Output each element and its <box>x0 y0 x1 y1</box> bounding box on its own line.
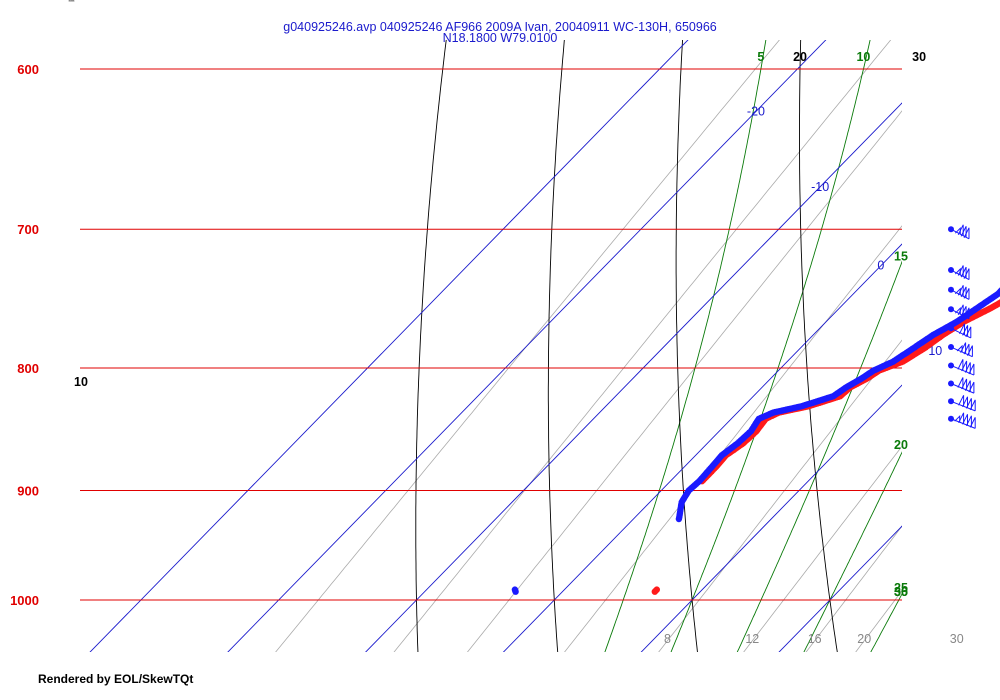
dry-adiabat-line <box>547 40 565 652</box>
mixing-ratio-label: 12 <box>745 632 759 646</box>
mixing-ratio-line <box>466 110 902 652</box>
isotherm-line <box>640 384 902 652</box>
wind-barb-flag <box>954 306 961 315</box>
wind-barb-flag <box>962 414 968 426</box>
wind-barbs <box>948 224 976 429</box>
isotherm-label: -10 <box>811 180 829 194</box>
mixing-ratio-label: 8 <box>664 632 671 646</box>
wind-barb-flag <box>957 359 964 371</box>
axis-labels: 6007008009001000-20-10010203040203040506… <box>10 0 964 646</box>
wind-barb-flag <box>956 344 963 352</box>
mixing-ratio-label: 3 <box>68 0 75 4</box>
mixing-ratio-label: 20 <box>857 632 871 646</box>
moist-adiabat-line <box>803 451 902 652</box>
chart-title: g040925246.avp 040925246 AF966 2009A Iva… <box>283 20 717 34</box>
isobar-label: 600 <box>17 62 39 77</box>
wind-barb <box>948 395 976 412</box>
wind-barb <box>948 377 975 394</box>
wind-barb-flag <box>954 414 961 423</box>
wind-barb <box>948 285 970 300</box>
wind-barb <box>948 359 975 376</box>
moist-adiabat-label: 15 <box>894 249 908 263</box>
wind-barb <box>948 265 970 281</box>
isotherm-line <box>89 40 689 652</box>
temperature-point <box>651 588 658 595</box>
wind-barb-flag <box>966 345 973 357</box>
dry-adiabat-line <box>675 40 698 652</box>
dry-adiabat-label: 20 <box>793 50 807 64</box>
moist-adiabat-label: 25 <box>894 581 908 595</box>
isotherm-line <box>227 40 827 652</box>
render-credit: Rendered by EOL/SkewTQt <box>38 672 194 686</box>
dry-adiabat-lines <box>415 40 838 652</box>
mixing-ratio-line <box>564 225 902 652</box>
wind-barb-flag <box>954 287 961 295</box>
moist-adiabat-label: 35 <box>894 585 908 599</box>
dewpoint-point <box>675 515 683 523</box>
chart-subtitle: N18.1800 W79.0100 <box>443 31 558 45</box>
moist-adiabat-label: 30 <box>894 585 908 599</box>
dry-adiabat-label: 10 <box>74 375 88 389</box>
wind-barb <box>948 342 973 358</box>
isobar-label: 1000 <box>10 593 39 608</box>
moist-adiabat-line <box>870 593 902 652</box>
isotherm-label: 10 <box>928 344 942 358</box>
wind-barb-flag <box>965 398 972 410</box>
wind-barb-flag <box>958 412 965 424</box>
wind-barb-flag <box>957 377 964 389</box>
isobar-label: 900 <box>17 483 39 498</box>
isotherm-label: -20 <box>747 104 765 118</box>
mixing-ratio-line <box>805 525 902 652</box>
mixing-ratio-label: 16 <box>808 632 822 646</box>
wind-barb-flag <box>958 395 965 407</box>
moist-adiabat-label: 10 <box>856 50 870 64</box>
wind-barb <box>948 304 970 320</box>
dewpoint-point <box>512 588 519 595</box>
mixing-ratio-line <box>855 590 902 652</box>
dry-adiabat-line <box>799 40 838 652</box>
mixing-ratio-label: 30 <box>950 632 964 646</box>
wind-barb-flag <box>968 363 975 375</box>
wind-barb-flag <box>954 267 961 275</box>
mixing-ratio-label: 5 <box>68 0 75 4</box>
mixing-ratio-label: 1 <box>68 0 75 4</box>
isobar-label: 800 <box>17 361 39 376</box>
wind-barb <box>948 224 970 240</box>
wind-barb-flag <box>968 381 975 394</box>
isobar-lines <box>80 68 902 601</box>
moist-adiabat-line <box>604 40 767 652</box>
wind-barb-flag <box>962 396 968 408</box>
wind-barb-flag <box>954 226 961 235</box>
moist-adiabat-line <box>670 40 871 652</box>
mixing-ratio-line <box>393 40 892 652</box>
moist-adiabat-label: 5 <box>757 50 764 64</box>
dry-adiabat-line <box>415 40 447 652</box>
isotherm-line <box>365 102 902 652</box>
wind-barb <box>948 412 976 429</box>
isotherm-line <box>502 243 902 652</box>
wind-barb-flag <box>965 415 972 427</box>
mixing-ratio-line <box>658 339 902 652</box>
mixing-ratio-label: 2 <box>68 0 75 4</box>
isobar-label: 700 <box>17 222 39 237</box>
moist-adiabat-label: 20 <box>894 438 908 452</box>
mixing-ratio-line <box>275 40 780 652</box>
isotherm-line <box>778 525 902 652</box>
wind-barb-flag <box>961 378 968 390</box>
isotherm-lines <box>89 40 902 652</box>
isotherm-label: 0 <box>877 259 884 273</box>
dry-adiabat-label: 30 <box>912 50 926 64</box>
sounding-data <box>511 287 1000 595</box>
wind-barb-flag <box>959 323 965 335</box>
mixing-ratio-lines <box>275 40 902 652</box>
mixing-ratio-line <box>743 445 902 652</box>
wind-barb <box>948 323 972 339</box>
